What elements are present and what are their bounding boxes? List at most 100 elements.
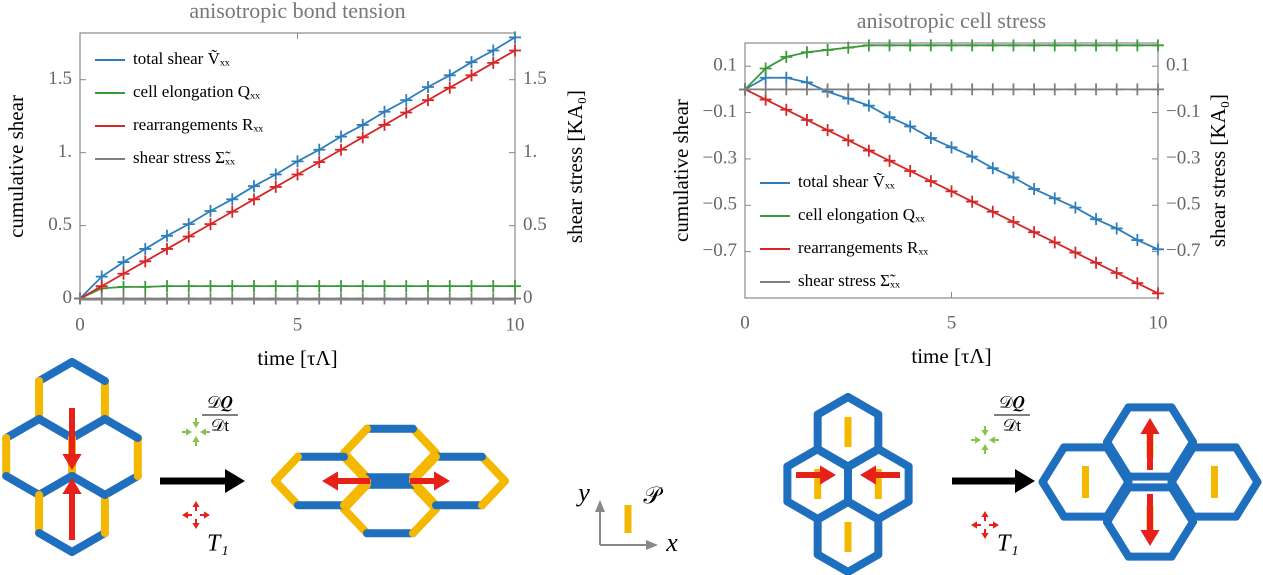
data-marker [883,83,896,96]
transition-label: T₁ [997,531,1019,557]
data-marker [204,205,217,217]
data-marker [226,280,239,293]
data-marker [117,256,130,269]
data-marker [443,81,456,94]
arrow-head [1140,530,1160,546]
data-marker [966,39,979,52]
y-tick-label: −0.3 [703,147,737,168]
cell-edge [340,424,371,457]
data-marker [335,280,347,293]
cell-edge [1232,443,1262,486]
data-marker [356,292,369,305]
data-marker [904,120,917,133]
arrow-head [322,471,338,491]
data-marker [509,44,521,57]
data-marker [1048,192,1061,205]
data-marker [945,185,958,198]
transition-label: T₁ [207,531,229,557]
data-marker [139,292,152,305]
data-marker [313,156,326,169]
data-marker [487,56,500,69]
data-marker [1152,287,1164,300]
data-marker [313,280,326,293]
data-marker [487,292,500,305]
data-marker [986,83,999,96]
data-marker [966,150,979,163]
cell-edge [100,472,142,499]
data-marker [821,83,834,96]
data-marker [1090,256,1103,269]
data-marker [509,292,521,305]
data-marker [204,280,217,293]
data-marker [862,144,875,157]
data-marker [161,229,173,242]
cell-edge [2,415,44,442]
data-marker [356,118,369,131]
y2-tick-label: −0.7 [1166,240,1200,261]
cell-edge [874,497,913,523]
data-marker [182,218,195,231]
y-tick-label: −0.5 [703,194,737,215]
cell-edge [2,472,44,499]
arrow-head [981,430,989,436]
arrow-head [182,511,188,519]
cell-edge [783,445,822,471]
cell-edge [783,497,822,523]
data-marker [1152,39,1164,52]
data-marker [821,43,834,56]
y2-tick-label: −0.5 [1166,194,1200,215]
arrow-head [971,521,977,529]
y2-axis-label: shear stress [KA₀] [563,90,587,243]
cell-edge [409,452,440,485]
cell-edge [1103,518,1133,561]
cell-edge [35,358,76,385]
y-tick-label: 1.5 [48,68,72,89]
arrow-head [62,478,82,494]
data-marker [862,99,875,112]
data-marker [182,280,195,293]
x-axis-label: time [τΛ] [911,344,991,368]
key-arrow [595,500,605,512]
data-marker [883,39,896,52]
data-marker [335,143,347,156]
arrow-head [975,436,981,444]
data-marker [161,242,173,255]
legend-label: cell elongation Qₓₓ [798,205,925,224]
data-marker [1152,243,1164,256]
y2-axis-label: shear stress [KA₀] [1206,94,1230,247]
data-marker [182,292,195,305]
cell-edge [100,415,142,442]
cell-edge [35,529,76,556]
data-marker [1069,246,1082,259]
data-marker [1048,39,1061,52]
data-marker [1090,39,1103,52]
data-marker [1028,39,1041,52]
data-marker [465,69,478,82]
legend-label: shear stress Σ̃ₓₓ [133,148,235,167]
data-marker [1069,39,1082,52]
data-marker [226,193,239,206]
data-marker [248,292,260,305]
cell-edge [874,445,913,471]
arrow-head [820,465,836,485]
data-marker [335,292,347,305]
data-marker [842,83,855,96]
data-marker [291,292,304,305]
data-marker [780,83,793,96]
cell-edge [35,472,76,499]
y-tick-label: −0.7 [703,240,737,261]
data-marker [117,280,130,293]
data-marker [248,280,260,293]
data-marker [117,292,130,305]
arrow-head [1140,418,1160,434]
arrow-head [186,428,192,436]
data-marker [95,280,108,293]
y-axis-label: cumulative shear [4,95,28,238]
legend-label: rearrangements Rₓₓ [798,238,928,257]
cell-edge [409,424,440,457]
x-tick-label: 10 [1149,312,1168,333]
cell-edge [1167,478,1197,521]
cell-edge [271,477,302,510]
data-marker [924,175,937,188]
data-marker [739,83,751,96]
